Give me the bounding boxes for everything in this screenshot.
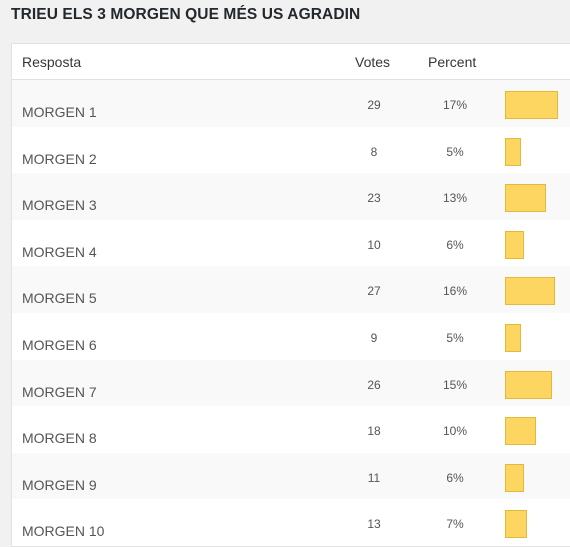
result-bar bbox=[505, 510, 527, 539]
table-row: MORGEN 10 13 7% bbox=[12, 499, 570, 546]
result-bar bbox=[505, 230, 524, 259]
table-row: MORGEN 2 8 5% bbox=[12, 127, 570, 174]
table-row: MORGEN 8 18 10% bbox=[12, 406, 570, 453]
percent-column-header: Percent bbox=[428, 54, 477, 70]
answer-label: MORGEN 4 bbox=[22, 243, 97, 260]
percent-value: 10% bbox=[442, 424, 468, 439]
result-bar bbox=[505, 417, 536, 446]
votes-value: 23 bbox=[367, 191, 381, 206]
answer-label: MORGEN 7 bbox=[22, 383, 97, 400]
answer-label: MORGEN 10 bbox=[22, 523, 105, 540]
votes-value: 29 bbox=[367, 98, 381, 112]
votes-value: 18 bbox=[367, 424, 381, 439]
percent-value: 7% bbox=[446, 517, 464, 532]
votes-value: 10 bbox=[367, 237, 381, 252]
votes-value: 11 bbox=[367, 470, 381, 485]
percent-value: 17% bbox=[442, 98, 468, 112]
percent-value: 6% bbox=[446, 470, 464, 485]
table-row: MORGEN 1 29 17% bbox=[12, 80, 570, 127]
result-bar bbox=[505, 463, 524, 492]
result-bar bbox=[505, 91, 558, 119]
answer-label: MORGEN 9 bbox=[22, 476, 97, 493]
table-header-row: Resposta Votes Percent bbox=[12, 44, 570, 80]
answer-label: MORGEN 1 bbox=[22, 104, 97, 120]
table-row: MORGEN 5 27 16% bbox=[12, 266, 570, 313]
percent-value: 5% bbox=[446, 330, 464, 345]
result-bar bbox=[505, 137, 521, 166]
percent-value: 6% bbox=[446, 237, 464, 252]
answer-label: MORGEN 8 bbox=[22, 430, 97, 447]
percent-value: 16% bbox=[442, 284, 468, 299]
answer-label: MORGEN 2 bbox=[22, 150, 97, 167]
votes-value: 9 bbox=[370, 330, 378, 345]
table-row: MORGEN 3 23 13% bbox=[12, 173, 570, 220]
answer-column-header: Resposta bbox=[22, 54, 82, 70]
result-bar bbox=[505, 323, 521, 352]
votes-column-header: Votes bbox=[355, 54, 391, 70]
votes-value: 13 bbox=[367, 517, 381, 532]
answer-label: MORGEN 5 bbox=[22, 290, 97, 307]
percent-value: 13% bbox=[442, 191, 468, 206]
percent-value: 5% bbox=[446, 144, 464, 159]
table-row: MORGEN 6 9 5% bbox=[12, 313, 570, 360]
votes-value: 8 bbox=[370, 144, 378, 159]
table-body: MORGEN 1 29 17% MORGEN 2 8 5% MORGEN 3 23 13% MOR… bbox=[12, 80, 570, 546]
result-bar bbox=[505, 277, 555, 306]
answer-label: MORGEN 3 bbox=[22, 197, 97, 214]
result-bar bbox=[505, 370, 552, 399]
results-table: Resposta Votes Percent MORGEN 1 29 17% MORG… bbox=[11, 43, 570, 547]
votes-value: 26 bbox=[367, 377, 381, 392]
poll-title: TRIEU ELS 3 MORGEN QUE MÉS US AGRADIN bbox=[11, 6, 361, 23]
table-row: MORGEN 9 11 6% bbox=[12, 452, 570, 500]
percent-value: 15% bbox=[442, 377, 468, 392]
table-row: MORGEN 7 26 15% bbox=[12, 359, 570, 407]
answer-label: MORGEN 6 bbox=[22, 336, 97, 353]
result-bar bbox=[505, 184, 546, 213]
table-row: MORGEN 4 10 6% bbox=[12, 220, 570, 267]
votes-value: 27 bbox=[367, 284, 381, 299]
